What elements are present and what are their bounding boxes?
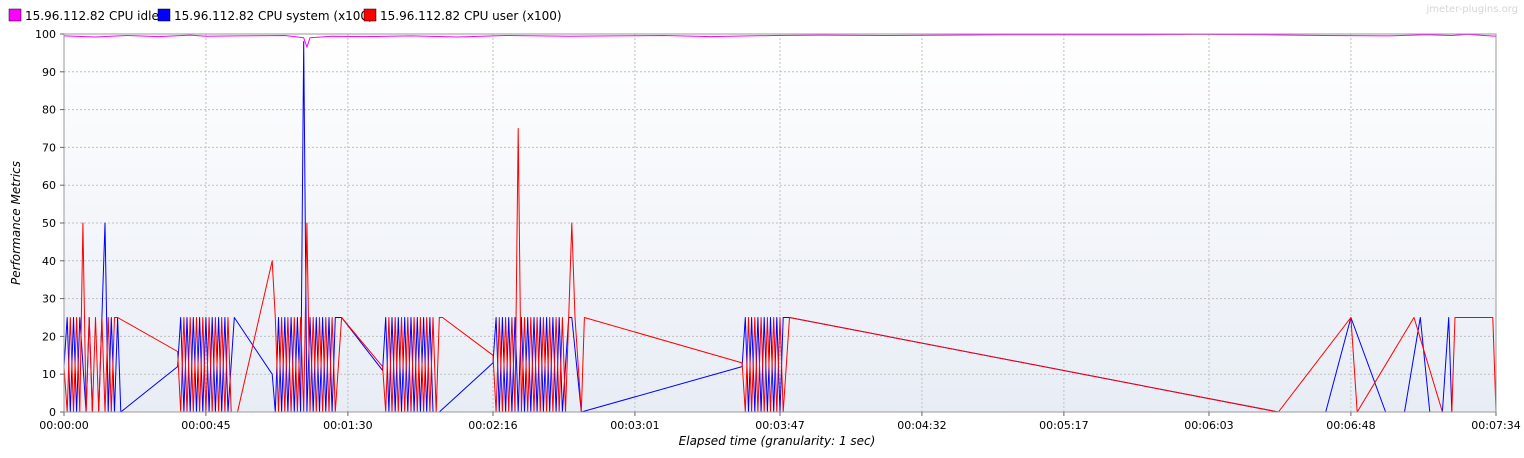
- y-tick-label: 40: [42, 255, 56, 268]
- y-tick-label: 60: [42, 179, 56, 192]
- x-tick-label: 00:03:01: [610, 419, 659, 432]
- x-tick-label: 00:06:48: [1326, 419, 1375, 432]
- y-axis-title: Performance Metrics: [9, 161, 23, 285]
- legend: 15.96.112.82 CPU idle 15.96.112.82 CPU s…: [8, 8, 562, 23]
- y-tick-label: 20: [42, 330, 56, 343]
- x-tick-label: 00:00:00: [39, 419, 88, 432]
- x-tick-label: 00:02:16: [468, 419, 517, 432]
- x-axis-ticks: 00:00:00 00:00:45 00:01:30 00:02:16 00:03:01…: [39, 412, 1521, 432]
- x-tick-label: 00:04:32: [897, 419, 946, 432]
- legend-item-user[interactable]: 15.96.112.82 CPU user (x100): [363, 8, 562, 23]
- legend-label-idle: 15.96.112.82 CPU idle: [25, 9, 159, 23]
- x-axis-title: Elapsed time (granularity: 1 sec): [679, 434, 876, 448]
- x-tick-label: 00:07:34: [1471, 419, 1520, 432]
- y-tick-label: 10: [42, 368, 56, 381]
- x-tick-label: 00:06:03: [1184, 419, 1233, 432]
- legend-swatch-idle: [8, 8, 22, 22]
- legend-swatch-system: [157, 8, 171, 22]
- legend-swatch-user: [363, 8, 377, 22]
- y-tick-label: 90: [42, 66, 56, 79]
- series-line-cpu-system: [63, 41, 1496, 413]
- y-tick-label: 80: [42, 104, 56, 117]
- x-tick-label: 00:01:30: [323, 419, 372, 432]
- y-axis-ticks: 0 10 20 30 40 50 60 70 80 90 100: [35, 28, 64, 419]
- legend-label-user: 15.96.112.82 CPU user (x100): [380, 9, 562, 23]
- legend-item-idle[interactable]: 15.96.112.82 CPU idle: [8, 8, 159, 23]
- x-tick-label: 00:03:47: [755, 419, 804, 432]
- x-tick-label: 00:00:45: [181, 419, 230, 432]
- series-line-cpu-idle: [63, 33, 1497, 48]
- y-tick-label: 70: [42, 141, 56, 154]
- y-tick-label: 50: [42, 217, 56, 230]
- y-tick-label: 100: [35, 28, 56, 41]
- legend-item-system[interactable]: 15.96.112.82 CPU system (x100): [157, 8, 373, 23]
- y-tick-label: 30: [42, 293, 56, 306]
- x-tick-label: 00:05:17: [1039, 419, 1088, 432]
- watermark-text: jmeter-plugins.org: [1425, 4, 1518, 15]
- legend-label-system: 15.96.112.82 CPU system (x100): [174, 9, 373, 23]
- y-tick-label: 0: [49, 406, 56, 419]
